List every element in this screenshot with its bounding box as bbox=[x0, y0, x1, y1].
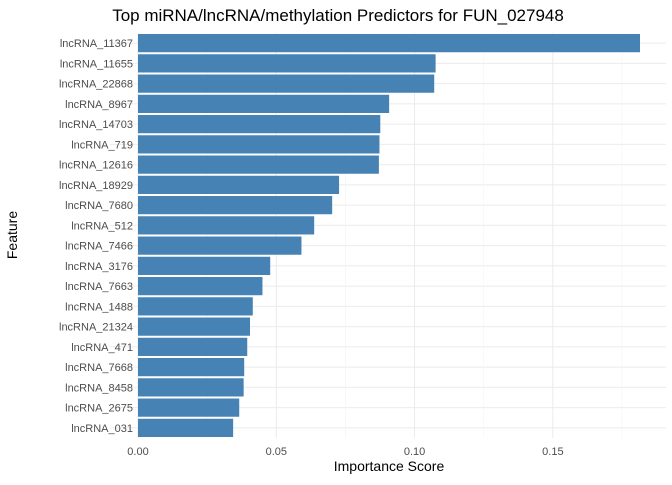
bar-lncRNA_8967 bbox=[138, 94, 390, 113]
bar-lncRNA_3176 bbox=[138, 256, 271, 275]
y-tick-label: lncRNA_8458 bbox=[65, 382, 133, 394]
bar-lncRNA_1488 bbox=[138, 297, 253, 316]
y-tick-label: lncRNA_18929 bbox=[59, 180, 133, 192]
y-tick-label: lncRNA_21324 bbox=[59, 322, 133, 334]
y-tick-label: lncRNA_471 bbox=[71, 342, 133, 354]
y-tick-label: lncRNA_14703 bbox=[59, 119, 133, 131]
y-tick-label: lncRNA_719 bbox=[71, 139, 133, 151]
bars bbox=[138, 34, 640, 437]
bar-lncRNA_14703 bbox=[138, 115, 381, 134]
y-tick-label: lncRNA_22868 bbox=[59, 79, 133, 91]
x-tick-labels: 0.00 0.05 0.10 0.15 bbox=[127, 446, 563, 458]
y-tick-label: lncRNA_3176 bbox=[65, 261, 133, 273]
bar-lncRNA_7663 bbox=[138, 277, 263, 296]
bar-lncRNA_719 bbox=[138, 135, 380, 154]
y-tick-label: lncRNA_7663 bbox=[65, 281, 133, 293]
bar-lncRNA_18929 bbox=[138, 175, 340, 194]
y-tick-label: lncRNA_2675 bbox=[65, 403, 133, 415]
bar-lncRNA_031 bbox=[138, 418, 234, 437]
y-tick-label: lncRNA_031 bbox=[71, 423, 133, 435]
y-tick-label: lncRNA_512 bbox=[71, 220, 133, 232]
chart-title: Top miRNA/lncRNA/methylation Predictors … bbox=[112, 6, 564, 25]
y-tick-label: lncRNA_7680 bbox=[65, 200, 133, 212]
x-tick-label: 0.15 bbox=[542, 446, 563, 458]
bar-lncRNA_21324 bbox=[138, 317, 251, 336]
bar-lncRNA_8458 bbox=[138, 378, 244, 397]
bar-lncRNA_11655 bbox=[138, 54, 436, 73]
y-tick-label: lncRNA_1488 bbox=[65, 301, 133, 313]
bar-lncRNA_7680 bbox=[138, 196, 333, 215]
x-tick-label: 0.00 bbox=[127, 446, 148, 458]
bar-lncRNA_471 bbox=[138, 337, 248, 356]
y-tick-label: lncRNA_12616 bbox=[59, 160, 133, 172]
x-tick-label: 0.10 bbox=[404, 446, 425, 458]
grid bbox=[110, 33, 666, 438]
bar-lncRNA_7466 bbox=[138, 236, 302, 255]
bar-lncRNA_7668 bbox=[138, 358, 245, 377]
bar-lncRNA_22868 bbox=[138, 74, 435, 93]
y-tick-label: lncRNA_7466 bbox=[65, 241, 133, 253]
y-tick-label: lncRNA_11367 bbox=[60, 38, 133, 50]
bar-lncRNA_2675 bbox=[138, 398, 240, 417]
y-tick-label: lncRNA_7668 bbox=[65, 362, 133, 374]
x-tick-label: 0.05 bbox=[266, 446, 287, 458]
bar-lncRNA_11367 bbox=[138, 34, 640, 53]
y-tick-label: lncRNA_8967 bbox=[65, 99, 133, 111]
y-tick-labels: lncRNA_11367 lncRNA_11655 lncRNA_22868 lncR… bbox=[59, 38, 133, 435]
y-tick-label: lncRNA_11655 bbox=[60, 58, 133, 70]
y-axis-title: Feature bbox=[4, 211, 20, 259]
bar-lncRNA_512 bbox=[138, 216, 315, 235]
x-axis-title: Importance Score bbox=[334, 458, 445, 474]
bar-lncRNA_12616 bbox=[138, 155, 379, 174]
